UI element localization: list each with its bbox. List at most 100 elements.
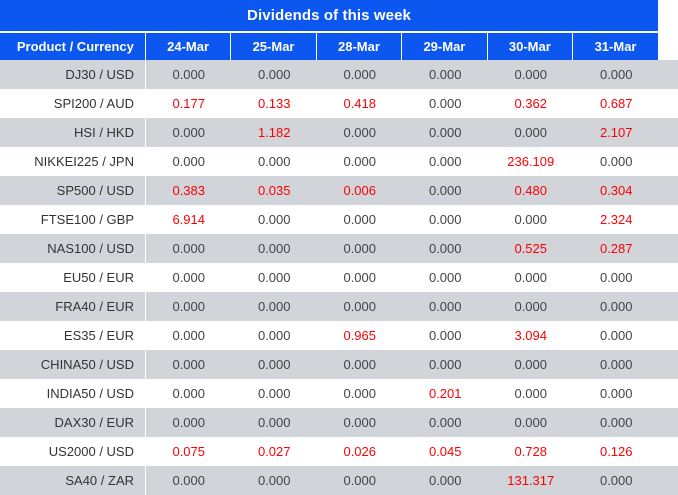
cell-dividend-value: 0.000 [428, 299, 462, 314]
table-row: SA40 / ZAR 0.000 0.000 0.000 0.000 131.317 0.0… [0, 466, 678, 495]
cell-dividend-value: 0.000 [599, 415, 633, 430]
table-row: ES35 / EUR 0.000 0.000 0.965 0.000 3.094 0.000 [0, 321, 678, 350]
cell-dividend-value: 0.075 [172, 444, 206, 459]
cell-dividend-value: 0.000 [514, 67, 548, 82]
cell-dividend-value: 0.525 [514, 241, 548, 256]
cell-dividend-value: 0.000 [428, 415, 462, 430]
cell-dividend-value: 0.000 [257, 67, 291, 82]
cell-product-currency: EU50 / EUR [0, 263, 146, 292]
cell-dividend-value: 0.418 [343, 96, 377, 111]
cell-dividend-value: 0.201 [428, 386, 462, 401]
cell-dividend-value: 0.304 [599, 183, 633, 198]
cell-dividend-value: 0.000 [257, 473, 291, 488]
cell-dividend-value: 0.126 [599, 444, 633, 459]
cell-dividend-value: 0.000 [172, 299, 206, 314]
cell-dividend-value: 0.287 [599, 241, 633, 256]
column-header-date-2[interactable]: 25-Mar [231, 33, 317, 60]
cell-dividend-value: 0.000 [428, 67, 462, 82]
table-row: SPI200 / AUD 0.177 0.133 0.418 0.000 0.362 0.6… [0, 89, 678, 118]
cell-product-currency: NIKKEI225 / JPN [0, 147, 146, 176]
table-row: HSI / HKD 0.000 1.182 0.000 0.000 0.000 2.107 [0, 118, 678, 147]
cell-dividend-value: 0.000 [257, 357, 291, 372]
cell-product-currency: ES35 / EUR [0, 321, 146, 350]
cell-dividend-value: 0.000 [343, 270, 377, 285]
cell-dividend-value: 0.000 [599, 154, 633, 169]
cell-dividend-value: 0.000 [172, 415, 206, 430]
cell-dividend-value: 0.000 [257, 241, 291, 256]
cell-dividend-value: 0.000 [599, 67, 633, 82]
cell-dividend-value: 0.000 [257, 386, 291, 401]
cell-product-currency: FRA40 / EUR [0, 292, 146, 321]
cell-dividend-value: 0.000 [514, 386, 548, 401]
cell-dividend-value: 0.000 [343, 125, 377, 140]
cell-dividend-value: 0.687 [599, 96, 633, 111]
cell-dividend-value: 0.000 [257, 328, 291, 343]
cell-dividend-value: 0.000 [428, 154, 462, 169]
column-header-product-currency[interactable]: Product / Currency [0, 33, 146, 60]
cell-dividend-value: 0.026 [343, 444, 377, 459]
cell-dividend-value: 0.035 [257, 183, 291, 198]
cell-product-currency: CHINA50 / USD [0, 350, 146, 379]
cell-dividend-value: 0.000 [428, 241, 462, 256]
dividends-table-body: DJ30 / USD 0.000 0.000 0.000 0.000 0.000 0.000… [0, 60, 678, 495]
cell-product-currency: SPI200 / AUD [0, 89, 146, 118]
cell-dividend-value: 0.000 [172, 67, 206, 82]
column-header-date-6[interactable]: 31-Mar [594, 39, 637, 54]
cell-dividend-value: 0.000 [257, 212, 291, 227]
column-header-date-4[interactable]: 29-Mar [402, 33, 488, 60]
cell-dividend-value: 1.182 [257, 125, 291, 140]
cell-dividend-value: 236.109 [507, 154, 555, 169]
cell-dividend-value: 3.094 [514, 328, 548, 343]
cell-dividend-value: 6.914 [172, 212, 206, 227]
table-row: NAS100 / USD 0.000 0.000 0.000 0.000 0.525 0.2… [0, 234, 678, 263]
column-header-date-1[interactable]: 24-Mar [146, 33, 232, 60]
cell-dividend-value: 0.000 [428, 96, 462, 111]
cell-dividend-value: 0.000 [257, 270, 291, 285]
cell-dividend-value: 0.000 [343, 154, 377, 169]
cell-dividend-value: 0.000 [343, 212, 377, 227]
cell-dividend-value: 0.000 [599, 357, 633, 372]
table-row: DJ30 / USD 0.000 0.000 0.000 0.000 0.000 0.000 [0, 60, 678, 89]
cell-dividend-value: 2.324 [599, 212, 633, 227]
cell-dividend-value: 0.000 [428, 183, 462, 198]
cell-dividend-value: 0.000 [343, 67, 377, 82]
cell-dividend-value: 0.000 [599, 328, 633, 343]
cell-dividend-value: 0.000 [599, 386, 633, 401]
column-header-date-3[interactable]: 28-Mar [317, 33, 403, 60]
cell-dividend-value: 0.000 [428, 357, 462, 372]
table-row: NIKKEI225 / JPN 0.000 0.000 0.000 0.000 236.1… [0, 147, 678, 176]
table-row: CHINA50 / USD 0.000 0.000 0.000 0.000 0.000 0.… [0, 350, 678, 379]
cell-product-currency: SP500 / USD [0, 176, 146, 205]
cell-dividend-value: 0.045 [428, 444, 462, 459]
cell-dividend-value: 0.000 [599, 270, 633, 285]
cell-dividend-value: 0.000 [257, 299, 291, 314]
cell-dividend-value: 0.000 [343, 473, 377, 488]
table-row: DAX30 / EUR 0.000 0.000 0.000 0.000 0.000 0.00… [0, 408, 678, 437]
cell-dividend-value: 0.000 [599, 299, 633, 314]
column-header-date-5[interactable]: 30-Mar [488, 33, 574, 60]
cell-dividend-value: 0.000 [514, 270, 548, 285]
cell-dividend-value: 0.480 [514, 183, 548, 198]
cell-product-currency: INDIA50 / USD [0, 379, 146, 408]
cell-dividend-value: 0.000 [343, 386, 377, 401]
cell-dividend-value: 0.000 [599, 473, 633, 488]
cell-dividend-value: 2.107 [599, 125, 633, 140]
cell-dividend-value: 0.000 [428, 473, 462, 488]
table-row: EU50 / EUR 0.000 0.000 0.000 0.000 0.000 0.000 [0, 263, 678, 292]
cell-product-currency: US2000 / USD [0, 437, 146, 466]
cell-dividend-value: 0.000 [514, 212, 548, 227]
table-header-row: Product / Currency 24-Mar 25-Mar 28-Mar … [0, 33, 658, 60]
cell-product-currency: DAX30 / EUR [0, 408, 146, 437]
cell-dividend-value: 0.000 [257, 154, 291, 169]
cell-dividend-value: 0.000 [514, 125, 548, 140]
cell-dividend-value: 0.000 [172, 125, 206, 140]
cell-dividend-value: 0.000 [428, 270, 462, 285]
cell-dividend-value: 0.965 [343, 328, 377, 343]
cell-dividend-value: 0.000 [343, 299, 377, 314]
cell-dividend-value: 0.006 [343, 183, 377, 198]
cell-dividend-value: 0.000 [172, 154, 206, 169]
cell-dividend-value: 0.000 [172, 270, 206, 285]
cell-dividend-value: 0.000 [428, 125, 462, 140]
cell-dividend-value: 0.000 [172, 357, 206, 372]
